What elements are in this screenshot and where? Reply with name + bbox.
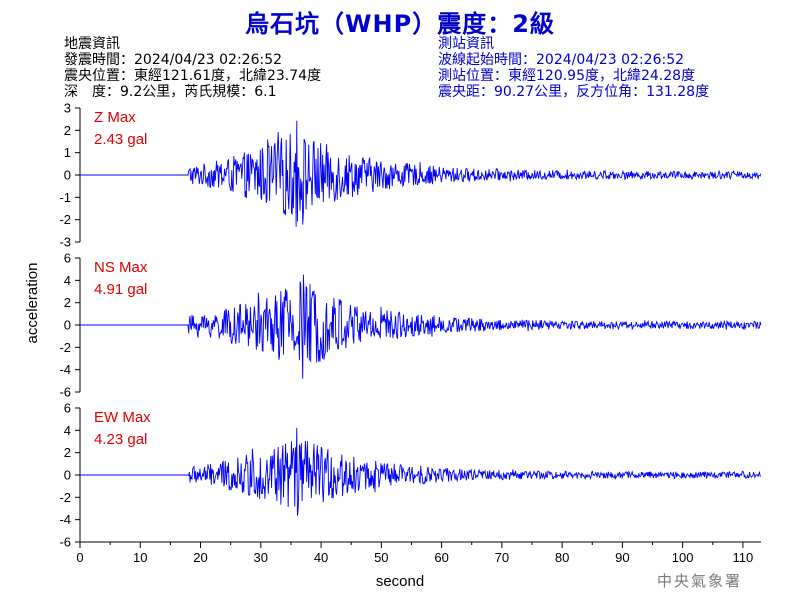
x-tick-label: 40 <box>314 550 328 565</box>
ns-waveform <box>80 274 762 379</box>
ew-max-value: 4.23 gal <box>94 431 147 448</box>
x-tick-label: 100 <box>672 550 694 565</box>
ns-y-tick-label: 0 <box>64 318 71 333</box>
x-tick-label: 0 <box>76 550 83 565</box>
ns-y-tick-label: -6 <box>59 385 71 400</box>
x-tick-label: 90 <box>615 550 629 565</box>
ew-max-label: EW Max <box>94 409 151 426</box>
ew-y-tick-label: 4 <box>64 423 71 438</box>
x-tick-label: 80 <box>555 550 569 565</box>
z-y-tick-label: -1 <box>59 190 71 205</box>
agency-stamp: 中央氣象署 <box>657 572 743 590</box>
ew-y-tick-label: -2 <box>59 490 71 505</box>
z-waveform <box>80 120 762 227</box>
x-tick-label: 30 <box>254 550 268 565</box>
z-max-value: 2.43 gal <box>94 131 147 148</box>
ew-y-tick-label: 0 <box>64 468 71 483</box>
x-tick-label: 10 <box>133 550 147 565</box>
ew-waveform <box>80 427 762 516</box>
z-y-tick-label: -2 <box>59 212 71 227</box>
z-y-tick-label: 2 <box>64 123 71 138</box>
ns-y-tick-label: 6 <box>64 251 71 266</box>
x-tick-label: 20 <box>193 550 207 565</box>
station-distance-azimuth: 震央距：90.27公里，反方位角：131.28度 <box>438 84 710 100</box>
ns-y-tick-label: -2 <box>59 340 71 355</box>
z-y-tick-label: 3 <box>64 101 71 116</box>
z-y-tick-label: 1 <box>64 145 71 160</box>
ns-max-value: 4.91 gal <box>94 281 147 298</box>
station-location: 測站位置：東經120.95度，北緯24.28度 <box>438 68 696 84</box>
ns-y-tick-label: -4 <box>59 362 71 377</box>
ns-y-tick-label: 2 <box>64 295 71 310</box>
quake-info: 地震資訊 發震時間：2024/04/23 02:26:52 震央位置：東經121… <box>64 36 321 100</box>
ns-max-label: NS Max <box>94 259 148 276</box>
quake-info-heading: 地震資訊 <box>64 36 120 52</box>
ew-y-tick-label: -6 <box>59 535 71 550</box>
quake-origin-time: 發震時間：2024/04/23 02:26:52 <box>64 52 283 68</box>
z-max-label: Z Max <box>94 109 136 126</box>
station-info-heading: 測站資訊 <box>438 36 494 52</box>
y-axis-title: acceleration <box>24 263 41 344</box>
station-info: 測站資訊 波線起始時間：2024/04/23 02:26:52 測站位置：東經1… <box>438 36 709 100</box>
ew-y-tick-label: -4 <box>59 512 71 527</box>
z-y-tick-label: 0 <box>64 168 71 183</box>
x-tick-label: 50 <box>374 550 388 565</box>
page-title: 烏石坑（WHP）震度：2級 <box>245 10 555 38</box>
z-y-tick-label: -3 <box>59 235 71 250</box>
ew-y-tick-label: 2 <box>64 445 71 460</box>
x-axis-title: second <box>376 573 424 590</box>
x-tick-label: 60 <box>434 550 448 565</box>
quake-epicenter: 震央位置：東經121.61度，北緯23.74度 <box>64 68 322 84</box>
station-wave-start-time: 波線起始時間：2024/04/23 02:26:52 <box>438 52 685 68</box>
x-tick-label: 70 <box>495 550 509 565</box>
quake-depth-magnitude: 深 度：9.2公里，芮氏規模：6.1 <box>64 84 277 100</box>
ns-y-tick-label: 4 <box>64 273 71 288</box>
ew-y-tick-label: 6 <box>64 401 71 416</box>
x-tick-label: 110 <box>733 550 754 565</box>
